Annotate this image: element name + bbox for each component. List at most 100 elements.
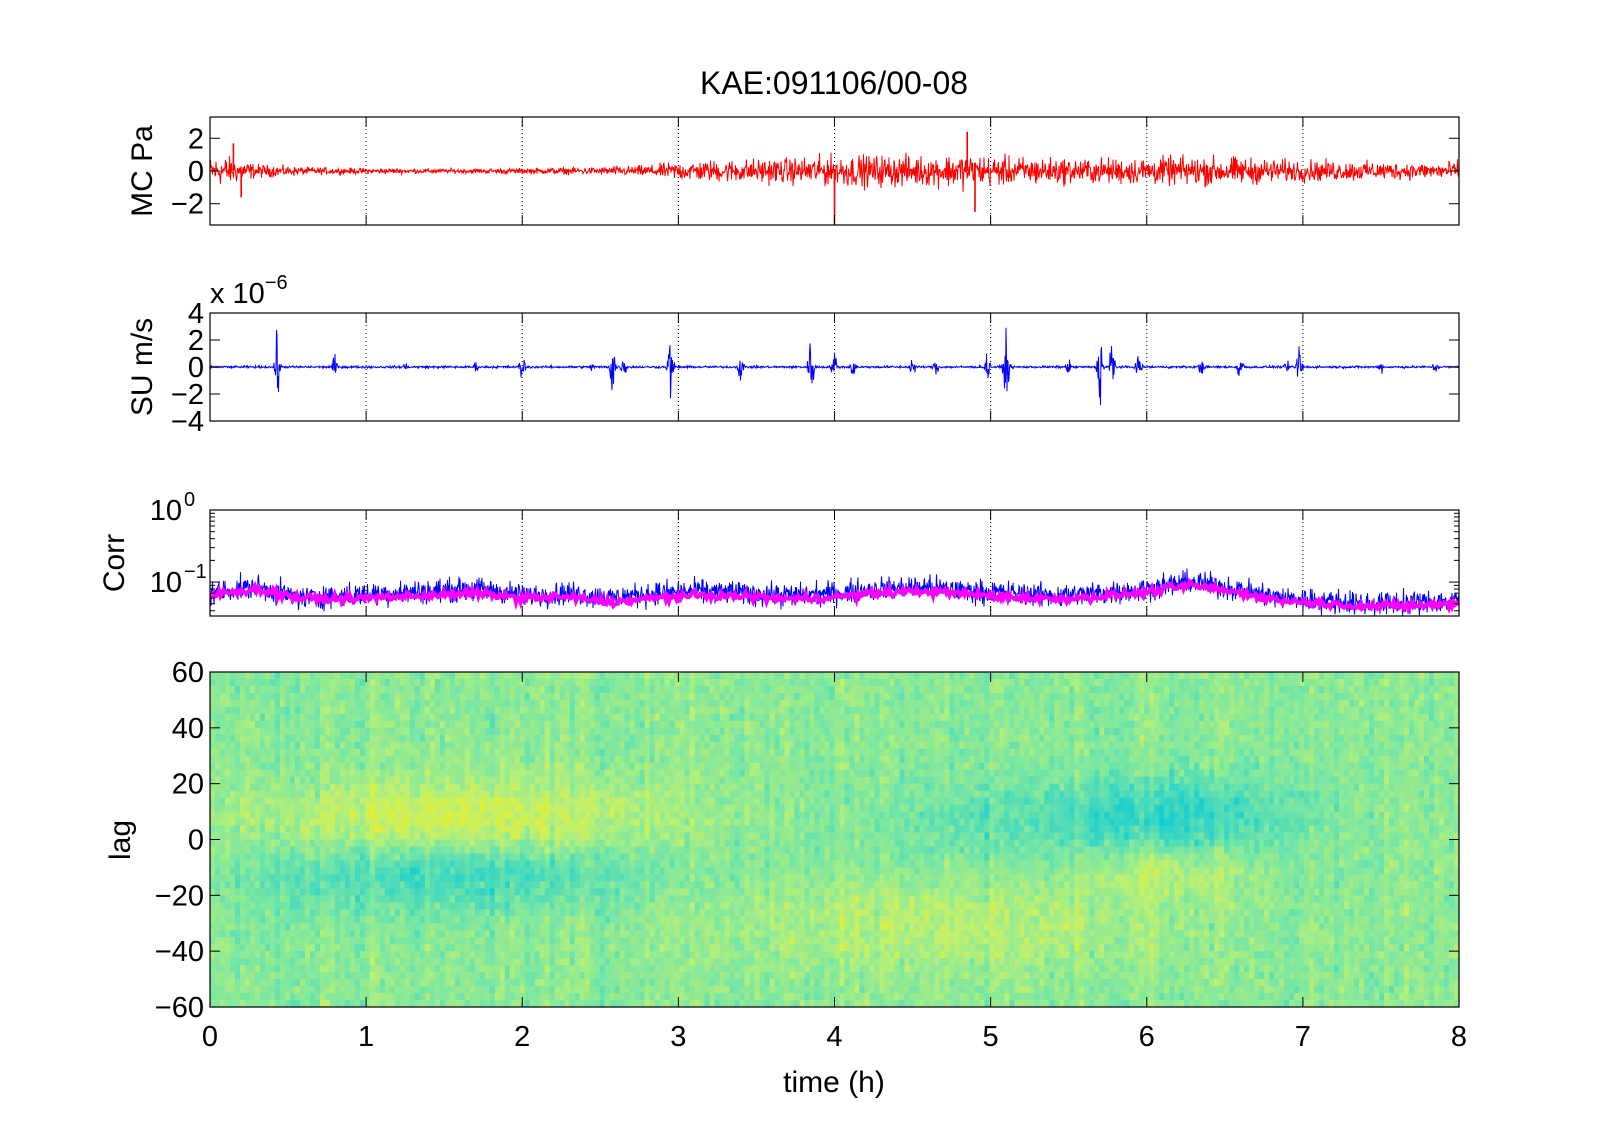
- heatmap-cell: [509, 853, 516, 862]
- heatmap-cell: [299, 692, 306, 701]
- heatmap-cell: [454, 846, 461, 855]
- heatmap-cell: [259, 755, 266, 764]
- heatmap-cell: [234, 818, 241, 827]
- heatmap-cell: [644, 972, 651, 980]
- heatmap-cell: [559, 930, 566, 938]
- heatmap-cell: [479, 923, 486, 931]
- heatmap-cell: [674, 741, 681, 750]
- heatmap-cell: [684, 839, 691, 848]
- heatmap-cell: [474, 965, 481, 973]
- heatmap-cell: [564, 734, 571, 743]
- heatmap-cell: [509, 972, 516, 980]
- heatmap-cell: [649, 972, 656, 980]
- heatmap-cell: [694, 965, 701, 973]
- heatmap-cell: [409, 986, 416, 994]
- heatmap-cell: [594, 860, 601, 869]
- heatmap-cell: [709, 937, 716, 945]
- heatmap-cell: [369, 818, 376, 827]
- heatmap-cell: [359, 755, 366, 764]
- heatmap-cell: [694, 797, 701, 806]
- heatmap-cell: [584, 846, 591, 855]
- heatmap-cell: [484, 748, 491, 757]
- heatmap-cell: [319, 755, 326, 764]
- heatmap-cell: [679, 986, 686, 994]
- heatmap-cell: [679, 755, 686, 764]
- heatmap-cell: [624, 734, 631, 743]
- heatmap-cell: [509, 762, 516, 771]
- heatmap-cell: [269, 951, 276, 959]
- heatmap-cell: [319, 713, 326, 722]
- heatmap-cell: [699, 713, 706, 722]
- heatmap-cell: [584, 811, 591, 820]
- heatmap-cell: [454, 867, 461, 875]
- heatmap-cell: [654, 902, 661, 910]
- heatmap-cell: [684, 881, 691, 889]
- heatmap-cell: [394, 902, 401, 910]
- heatmap-cell: [559, 692, 566, 701]
- heatmap-cell: [344, 916, 351, 924]
- heatmap-cell: [419, 699, 426, 708]
- heatmap-cell: [294, 685, 301, 694]
- heatmap-cell: [294, 965, 301, 973]
- heatmap-cell: [339, 860, 346, 869]
- heatmap-cell: [224, 672, 231, 680]
- heatmap-cell: [215, 867, 221, 875]
- heatmap-cell: [699, 783, 706, 792]
- heatmap-cell: [654, 692, 661, 701]
- heatmap-cell: [234, 769, 241, 778]
- heatmap-cell: [469, 951, 476, 959]
- heatmap-cell: [284, 720, 291, 729]
- heatmap-cell: [684, 706, 691, 715]
- heatmap-cell: [534, 804, 541, 813]
- heatmap-cell: [414, 818, 421, 827]
- heatmap-cell: [549, 741, 556, 750]
- heatmap-cell: [594, 783, 601, 792]
- heatmap-cell: [284, 888, 291, 896]
- heatmap-cell: [489, 762, 496, 771]
- heatmap-cell: [629, 888, 636, 896]
- heatmap-cell: [429, 923, 436, 931]
- heatmap-cell: [374, 748, 381, 757]
- heatmap-cell: [454, 825, 461, 834]
- heatmap-cell: [409, 741, 416, 750]
- heatmap-cell: [269, 846, 276, 855]
- heatmap-cell: [229, 720, 236, 729]
- heatmap-cell: [659, 930, 666, 938]
- heatmap-cell: [274, 958, 281, 966]
- heatmap-cell: [394, 811, 401, 820]
- heatmap-cell: [419, 937, 426, 945]
- heatmap-cell: [639, 769, 646, 778]
- heatmap-cell: [634, 790, 641, 799]
- heatmap-cell: [224, 741, 231, 750]
- heatmap-cell: [359, 958, 366, 966]
- heatmap-cell: [514, 867, 521, 875]
- heatmap-cell: [649, 902, 656, 910]
- heatmap-cell: [339, 846, 346, 855]
- heatmap-cell: [679, 825, 686, 834]
- heatmap-cell: [594, 846, 601, 855]
- heatmap-cell: [704, 937, 711, 945]
- heatmap-cell: [639, 699, 646, 708]
- heatmap-cell: [389, 818, 396, 827]
- heatmap-cell: [689, 972, 696, 980]
- heatmap-cell: [404, 832, 411, 841]
- heatmap-cell: [339, 755, 346, 764]
- heatmap-cell: [454, 916, 461, 924]
- heatmap-cell: [659, 672, 666, 680]
- heatmap-cell: [699, 672, 706, 680]
- heatmap-cell: [529, 839, 536, 848]
- heatmap-cell: [319, 818, 326, 827]
- heatmap-cell: [599, 727, 606, 736]
- heatmap-cell: [534, 706, 541, 715]
- heatmap-cell: [334, 944, 341, 952]
- heatmap-cell: [489, 860, 496, 869]
- heatmap-cell: [504, 944, 511, 952]
- heatmap-cell: [519, 951, 526, 959]
- heatmap-cell: [344, 734, 351, 743]
- heatmap-cell: [489, 909, 496, 917]
- heatmap-cell: [210, 685, 216, 694]
- heatmap-cell: [554, 923, 561, 931]
- heatmap-cell: [284, 944, 291, 952]
- heatmap-cell: [215, 853, 221, 862]
- heatmap-cell: [644, 832, 651, 841]
